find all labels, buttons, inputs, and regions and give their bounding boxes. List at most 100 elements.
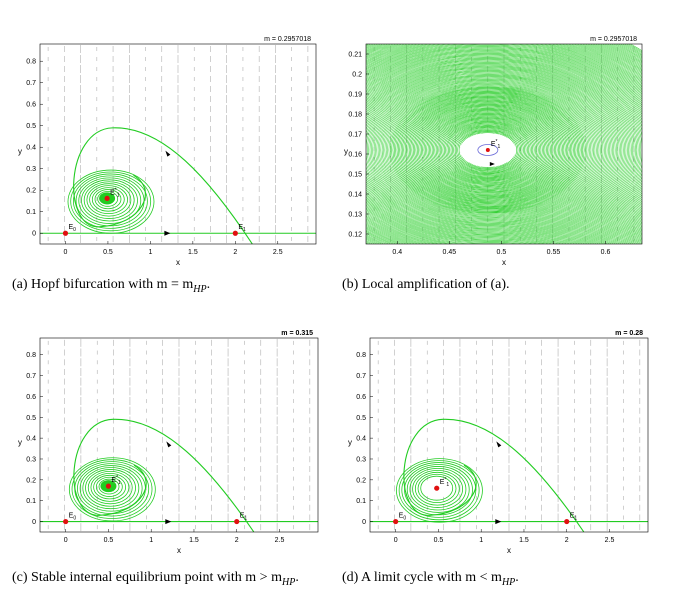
y-tick-label: 0.1 bbox=[356, 498, 366, 505]
orbit bbox=[392, 88, 584, 212]
equilibrium-point bbox=[104, 195, 110, 202]
y-tick-label: 0.5 bbox=[26, 123, 36, 130]
orbit bbox=[366, 65, 620, 235]
x-tick-label: 2 bbox=[235, 537, 239, 544]
orbit bbox=[366, 61, 627, 239]
orbit bbox=[411, 100, 565, 200]
y-tick-label: 0.3 bbox=[26, 456, 36, 463]
y-tick-label: 0.13 bbox=[348, 212, 362, 219]
equilibrium-label: E1 bbox=[570, 513, 578, 522]
phase-portrait-b: E*1 0.4 0.45 0.5 0.55 0.6 0.12 0.13 0.14 0.15 0.16… bbox=[344, 36, 643, 267]
caption-text: (a) Hopf bifurcation with m = m bbox=[12, 277, 194, 292]
spiral-ring bbox=[98, 478, 120, 495]
phase-portrait-d: E0 E1 E*1 0 0.5 1 1.5 2 2.5 0 0.1 0.2 0.3 0.4 0.5 0.6 0.… bbox=[348, 330, 649, 555]
x-tick-label: 2 bbox=[565, 537, 569, 544]
orbit bbox=[457, 129, 519, 171]
y-tick-label: 0.8 bbox=[356, 352, 366, 359]
orbit bbox=[423, 107, 553, 193]
y-tick-label: 0.15 bbox=[348, 172, 362, 179]
x-tick-label: 0.5 bbox=[104, 537, 114, 544]
spiral-ring bbox=[409, 467, 467, 511]
orbit bbox=[439, 118, 536, 182]
orbit bbox=[366, 71, 611, 229]
x-axis-label: x bbox=[177, 546, 181, 555]
spiral-ring bbox=[72, 173, 148, 229]
spiral-ring bbox=[396, 458, 483, 523]
y-tick-label: 0.1 bbox=[26, 498, 36, 505]
x-axis-label: x bbox=[507, 546, 511, 555]
axes-frame bbox=[39, 43, 317, 245]
direction-field bbox=[377, 338, 641, 532]
orbit bbox=[422, 106, 554, 194]
orbit bbox=[366, 64, 621, 236]
y-tick-label: 0.5 bbox=[356, 415, 366, 422]
orbit bbox=[366, 44, 642, 244]
orbit bbox=[377, 78, 598, 222]
orbit bbox=[452, 125, 524, 175]
orbit bbox=[420, 106, 555, 194]
x-tick-label: 1 bbox=[149, 537, 153, 544]
equilibrium-label: E*1 bbox=[111, 475, 121, 486]
spiral-ring bbox=[95, 476, 123, 497]
orbit bbox=[366, 59, 629, 241]
direction-arrowhead bbox=[166, 441, 172, 448]
orbit bbox=[415, 102, 561, 198]
y-axis-label: y bbox=[18, 438, 22, 447]
x-tick-label: 2.5 bbox=[273, 249, 283, 256]
trajectories bbox=[40, 127, 316, 244]
trajectories bbox=[366, 44, 642, 244]
caption-c: (c) Stable internal equilibrium point wi… bbox=[12, 570, 299, 588]
orbit bbox=[372, 75, 604, 225]
caption-b: (b) Local amplification of (a). bbox=[342, 277, 510, 293]
orbit bbox=[419, 105, 557, 195]
y-tick-label: 0.6 bbox=[26, 394, 36, 401]
caption-end: . bbox=[515, 570, 519, 585]
x-tick-label: 1 bbox=[479, 537, 483, 544]
y-tick-label: 0.7 bbox=[26, 80, 36, 87]
y-tick-label: 0.1 bbox=[26, 209, 36, 216]
x-tick-label: 0.4 bbox=[392, 249, 402, 256]
spiral-ring bbox=[398, 460, 480, 521]
orbit bbox=[402, 94, 574, 206]
orbit bbox=[366, 53, 639, 244]
orbit bbox=[447, 123, 528, 177]
axes-frame bbox=[369, 337, 649, 533]
equilibrium-label: E*1 bbox=[110, 187, 120, 198]
spiral-ring bbox=[79, 465, 143, 512]
orbit bbox=[366, 56, 633, 244]
direction-arrowhead bbox=[165, 150, 171, 157]
orbit bbox=[366, 67, 617, 233]
orbit bbox=[366, 48, 642, 244]
caption-text: (d) A limit cycle with m < m bbox=[342, 570, 502, 585]
equilibrium-point bbox=[105, 483, 112, 489]
spiral-ring bbox=[417, 473, 457, 504]
equilibrium-point bbox=[234, 518, 240, 525]
spiral-ring bbox=[85, 469, 136, 507]
orbit bbox=[456, 128, 520, 172]
orbit bbox=[407, 97, 569, 203]
orbit bbox=[388, 85, 588, 215]
x-tick-label: 0.5 bbox=[434, 537, 444, 544]
orbit bbox=[366, 47, 642, 244]
orbit bbox=[396, 90, 580, 210]
equilibrium-point bbox=[393, 518, 399, 525]
orbit bbox=[442, 119, 534, 181]
orbit bbox=[366, 61, 625, 239]
equilibrium-label: E*1 bbox=[440, 477, 450, 488]
x-tick-label: 0.55 bbox=[547, 249, 561, 256]
spiral-ring bbox=[406, 466, 470, 513]
plot-area bbox=[370, 338, 648, 532]
spiral-ring bbox=[77, 463, 146, 515]
orbit bbox=[366, 51, 642, 244]
orbit bbox=[434, 114, 542, 186]
spiral-ring bbox=[412, 469, 464, 508]
spiral-ring bbox=[93, 474, 127, 500]
y-axis-label: y bbox=[344, 147, 348, 156]
orbit bbox=[446, 122, 530, 178]
orbit bbox=[430, 112, 546, 188]
spiral-ring bbox=[404, 464, 473, 516]
x-tick-label: 1 bbox=[148, 249, 152, 256]
y-tick-label: 0.21 bbox=[348, 52, 362, 59]
spiral-ring bbox=[74, 461, 150, 517]
y-tick-label: 0.16 bbox=[348, 152, 362, 159]
